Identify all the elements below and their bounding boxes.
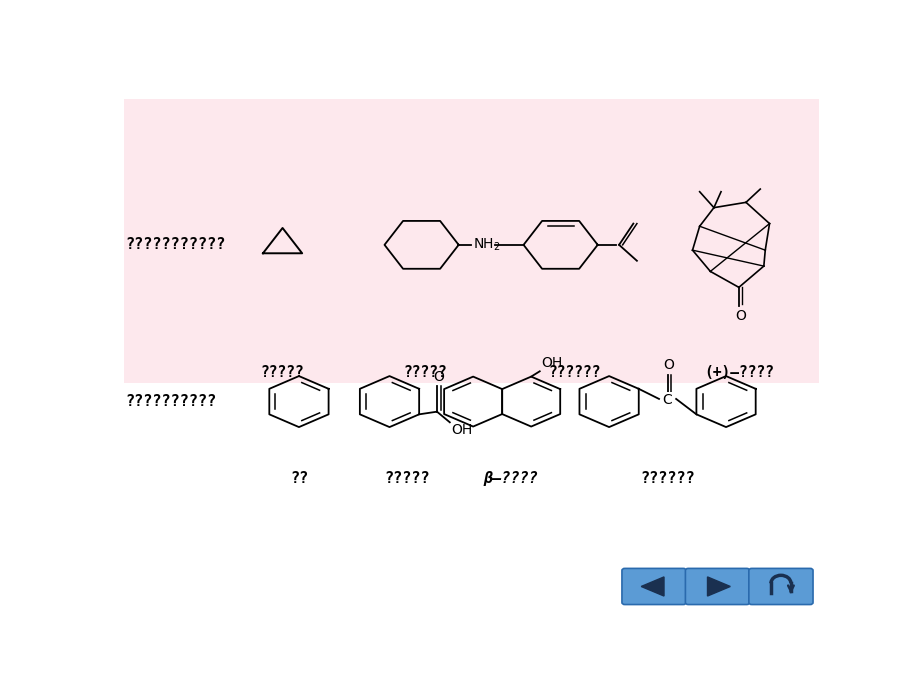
Text: NH$_2$: NH$_2$ [472, 237, 500, 253]
Text: ?????: ????? [260, 365, 304, 380]
Text: ?????: ????? [384, 471, 430, 486]
FancyBboxPatch shape [748, 569, 812, 604]
Text: β–????: β–???? [482, 471, 538, 486]
Text: O: O [663, 358, 674, 373]
Text: ??????: ?????? [548, 365, 600, 380]
Bar [123, 99, 819, 383]
Text: ??: ?? [289, 471, 308, 486]
FancyBboxPatch shape [621, 569, 686, 604]
Polygon shape [707, 577, 730, 596]
Text: ???????????: ??????????? [126, 237, 226, 253]
Polygon shape [641, 577, 664, 596]
Text: (+)–????: (+)–???? [703, 365, 773, 380]
Text: O: O [433, 370, 443, 384]
Text: OH: OH [540, 356, 562, 371]
Text: ?????: ????? [403, 365, 447, 380]
Text: C: C [662, 393, 672, 407]
Text: ??????????: ?????????? [126, 394, 217, 409]
Text: OH: OH [450, 424, 472, 437]
Text: O: O [734, 308, 745, 323]
Text: ??????: ?????? [640, 471, 694, 486]
FancyBboxPatch shape [685, 569, 749, 604]
